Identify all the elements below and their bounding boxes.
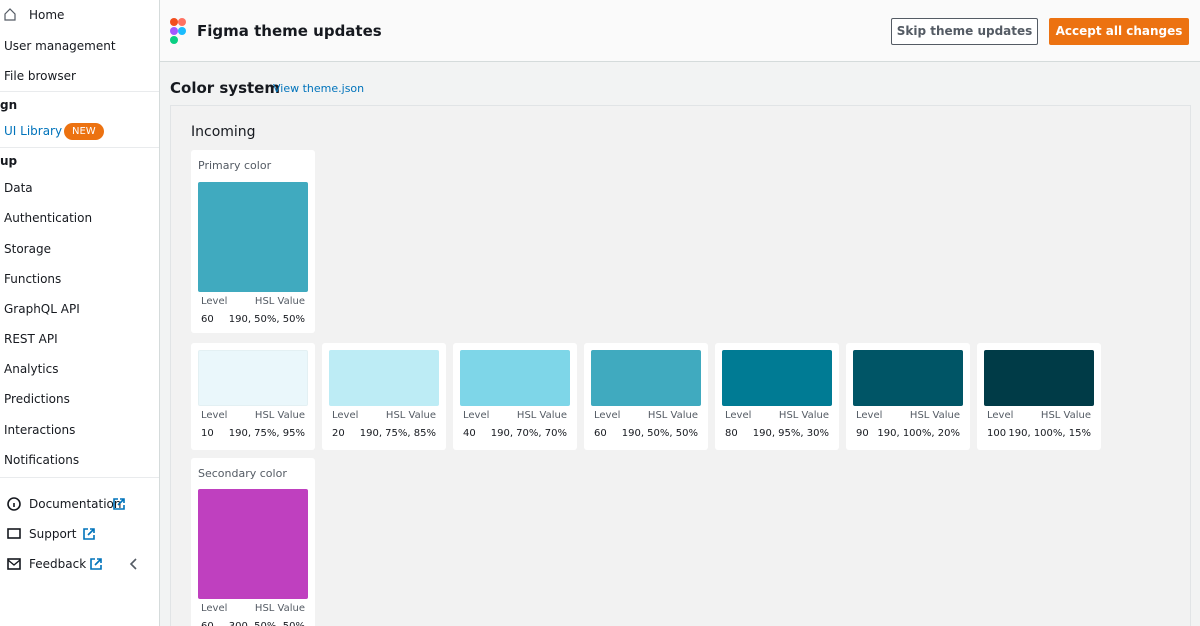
- collapse-button[interactable]: [126, 556, 142, 572]
- hsl-value: 190, 70%, 70%: [490, 428, 567, 439]
- home-icon: [3, 7, 19, 23]
- section-header: gn: [0, 98, 18, 112]
- level-value: 20: [332, 428, 345, 439]
- card-label: Secondary color: [198, 467, 287, 480]
- hsl-value: 190, 100%, 15%: [1008, 428, 1091, 439]
- main: Figma theme updates Skip theme updates Acc…: [160, 0, 1200, 626]
- footer-icon: [6, 526, 22, 542]
- nav-item[interactable]: Storage: [4, 242, 51, 256]
- footer-icon: [6, 556, 22, 572]
- hsl-label: HSL Value: [778, 410, 829, 421]
- external-icon: [82, 527, 98, 543]
- level-label: Level: [201, 296, 228, 307]
- hsl-label: HSL Value: [516, 410, 567, 421]
- accept-button[interactable]: Accept all changes: [1049, 18, 1189, 45]
- footer-icon: [6, 496, 22, 512]
- nav-item[interactable]: User management: [4, 39, 116, 53]
- hsl-label: HSL Value: [254, 410, 305, 421]
- color-swatch: [591, 350, 701, 406]
- level-label: Level: [332, 410, 359, 421]
- hsl-value: 190, 75%, 95%: [228, 428, 305, 439]
- nav-item[interactable]: Data: [4, 181, 33, 195]
- level-value: 60: [201, 618, 214, 626]
- nav-item[interactable]: Notifications: [4, 453, 80, 467]
- color-swatch: [198, 182, 308, 292]
- page-title: Figma theme updates: [197, 22, 382, 40]
- nav-link[interactable]: Support: [29, 527, 77, 541]
- hsl-label: HSL Value: [909, 410, 960, 421]
- color-swatch: [329, 350, 439, 406]
- card-label: Primary color: [198, 159, 272, 172]
- hsl-value: 190, 100%, 20%: [877, 428, 960, 439]
- color-swatch: [198, 489, 308, 599]
- hsl-label: HSL Value: [1040, 410, 1091, 421]
- skip-button[interactable]: Skip theme updates: [891, 18, 1038, 45]
- hsl-label: HSL Value: [254, 296, 305, 307]
- hsl-value: 190, 75%, 85%: [359, 428, 436, 439]
- color-swatch: [198, 350, 308, 406]
- color-swatch: [853, 350, 963, 406]
- level-label: Level: [201, 603, 228, 614]
- level-value: 40: [463, 428, 476, 439]
- section-header: up: [0, 154, 18, 168]
- color-swatch: [984, 350, 1094, 406]
- nav-item[interactable]: Predictions: [4, 392, 70, 406]
- level-label: Level: [594, 410, 621, 421]
- hsl-value: 300, 50%, 50%: [201, 618, 305, 626]
- level-value: 80: [725, 428, 738, 439]
- level-value: 100: [987, 428, 1007, 439]
- hsl-value: 190, 50%, 50%: [228, 314, 305, 325]
- nav-item[interactable]: Interactions: [4, 423, 76, 437]
- section-heading: Color system: [170, 79, 280, 97]
- level-value: 90: [856, 428, 869, 439]
- hsl-label: HSL Value: [254, 603, 305, 614]
- level-value: 60: [201, 314, 214, 325]
- hsl-label: HSL Value: [647, 410, 698, 421]
- nav-link[interactable]: Feedback: [29, 557, 87, 571]
- level-label: Level: [463, 410, 490, 421]
- nav-item[interactable]: REST API: [4, 332, 58, 346]
- nav-item[interactable]: Functions: [4, 272, 62, 286]
- external-icon: [112, 497, 128, 513]
- external-icon: [89, 557, 105, 573]
- level-label: Level: [201, 410, 228, 421]
- color-swatch: [722, 350, 832, 406]
- nav-item[interactable]: Analytics: [4, 362, 59, 376]
- hsl-value: 190, 95%, 30%: [752, 428, 829, 439]
- nav-item[interactable]: UI Library: [4, 124, 63, 138]
- hsl-label: HSL Value: [385, 410, 436, 421]
- badge: NEW: [64, 123, 104, 140]
- nav-link[interactable]: Documentation: [29, 497, 122, 511]
- hsl-value: 190, 50%, 50%: [621, 428, 698, 439]
- level-label: Level: [725, 410, 752, 421]
- nav-item[interactable]: Authentication: [4, 211, 93, 225]
- level-label: Level: [987, 410, 1014, 421]
- figma-logo: [169, 18, 187, 45]
- separator: [0, 147, 159, 148]
- level-value: 10: [201, 428, 214, 439]
- sidebar: Home User management File browser gn UI Libr…: [0, 0, 160, 626]
- nav-item[interactable]: Home: [29, 8, 65, 22]
- separator: [0, 477, 159, 478]
- separator: [0, 91, 159, 92]
- link[interactable]: View theme.json: [273, 82, 365, 95]
- nav-item[interactable]: GraphQL API: [4, 302, 80, 316]
- color-swatch: [460, 350, 570, 406]
- nav-item[interactable]: File browser: [4, 69, 76, 83]
- level-value: 60: [594, 428, 607, 439]
- panel-title: Incoming: [191, 124, 256, 140]
- level-label: Level: [856, 410, 883, 421]
